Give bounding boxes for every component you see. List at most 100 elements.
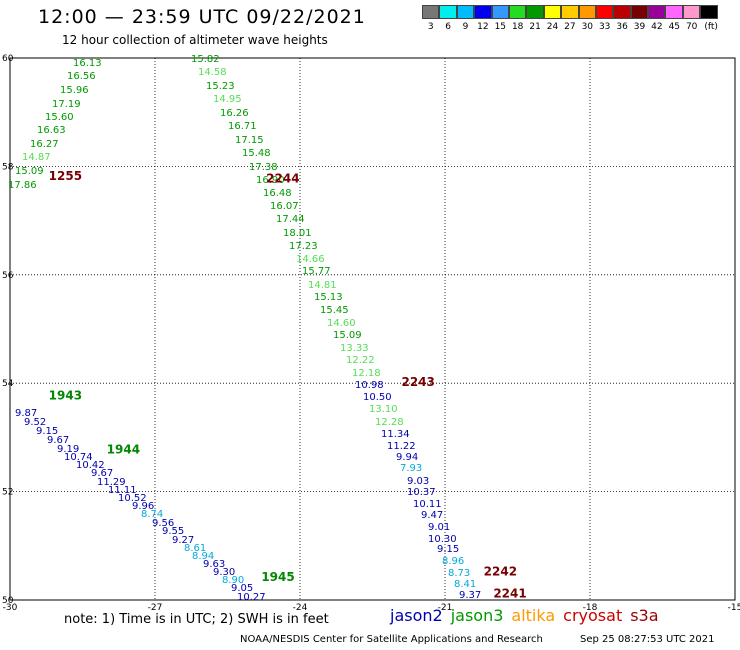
color-scale-swatch: [543, 5, 562, 19]
color-scale-swatch: [439, 5, 457, 19]
wave-height-value: 15.96: [60, 85, 89, 96]
color-scale-swatch: [508, 5, 527, 19]
wave-height-value: 14.87: [22, 152, 51, 163]
timestamp: Sep 25 08:27:53 UTC 2021: [580, 634, 715, 645]
color-scale-label: (ft): [704, 22, 718, 32]
color-scale-label: 39: [633, 22, 646, 32]
wave-height-value: 10.74: [64, 452, 93, 463]
wave-height-value: 18.01: [283, 228, 312, 239]
color-scale-label: 33: [598, 22, 611, 32]
wave-height-value: 10.30: [428, 534, 457, 545]
wave-height-value: 10.42: [76, 460, 105, 471]
color-scale-label: 42: [651, 22, 663, 32]
color-scale-swatch: [682, 5, 701, 19]
pass-time-label: 1255: [49, 169, 82, 183]
wave-height-value: 13.10: [369, 404, 398, 415]
color-scale-swatch: [665, 5, 683, 19]
wave-height-value: 11.22: [387, 441, 416, 452]
wave-height-value: 16.07: [270, 201, 299, 212]
pass-time-label: 2241: [493, 586, 526, 600]
color-scale-swatch: [491, 5, 509, 19]
wave-height-value: 17.44: [276, 214, 305, 225]
page-subtitle: 12 hour collection of altimeter wave hei…: [62, 33, 328, 47]
wave-height-value: 9.63: [203, 559, 225, 570]
color-scale-swatch: [526, 5, 544, 19]
wave-height-value: 9.52: [24, 417, 46, 428]
wave-height-value: 11.29: [97, 477, 126, 488]
color-scale-swatch: [700, 5, 718, 19]
wave-height-value: 8.74: [141, 509, 163, 520]
color-scale-label: 6: [445, 22, 451, 32]
latitude-tick-label: 56: [2, 271, 14, 281]
wave-height-value: 9.15: [36, 426, 58, 437]
wave-height-value: 9.56: [152, 518, 174, 529]
wave-height-value: 8.61: [184, 543, 206, 554]
color-scale-swatch: [630, 5, 649, 19]
pass-time-label: 1943: [49, 388, 82, 402]
pass-time-label: 2242: [484, 565, 517, 579]
longitude-tick-label: -27: [148, 603, 163, 613]
wave-height-value: 10.27: [237, 592, 266, 603]
wave-height-value: 16.48: [263, 188, 292, 199]
pass-time-label: 2244: [266, 172, 299, 186]
wave-height-value: 17.19: [52, 99, 81, 110]
color-scale-swatch: [578, 5, 596, 19]
wave-height-value: 17.15: [235, 135, 264, 146]
legend-jason2: jason2: [390, 606, 443, 625]
wave-height-value: 8.90: [222, 575, 244, 586]
wave-height-value: 15.77: [302, 266, 331, 277]
color-scale-swatch: [474, 5, 492, 19]
wave-height-value: 14.60: [327, 318, 356, 329]
latitude-tick-label: 60: [2, 54, 14, 64]
color-scale-label: 36: [616, 22, 628, 32]
wave-height-value: 9.30: [213, 567, 235, 578]
color-scale-label: 24: [546, 22, 559, 32]
wave-height-value: 14.66: [296, 254, 325, 265]
color-scale-label: 27: [564, 22, 576, 32]
wave-height-value: 9.87: [15, 408, 37, 419]
wave-height-value: 9.67: [91, 468, 113, 479]
color-scale-swatch: [456, 5, 475, 19]
color-scale-label: 30: [581, 22, 594, 32]
wave-height-value: 8.94: [192, 551, 214, 562]
wave-height-value: 15.45: [320, 305, 349, 316]
wave-height-value: 16.13: [73, 58, 102, 69]
wave-height-value: 9.37: [459, 590, 481, 601]
wave-height-value: 9.19: [57, 444, 79, 455]
wave-height-value: 8.96: [442, 556, 464, 567]
map-frame: [9, 57, 736, 601]
wave-height-value: 7.93: [400, 463, 422, 474]
color-scale-swatch: [422, 5, 440, 19]
wave-height-value: 17.38: [249, 162, 278, 173]
wave-height-value: 9.27: [172, 535, 194, 546]
latitude-tick-label: 54: [2, 379, 14, 389]
wave-height-value: 9.47: [421, 510, 443, 521]
credit-text: NOAA/NESDIS Center for Satellite Applica…: [240, 634, 543, 645]
wave-height-value: 15.60: [45, 112, 74, 123]
wave-height-value: 15.13: [314, 292, 343, 303]
wave-height-value: 16.26: [220, 108, 249, 119]
legend-jason3: jason3: [450, 606, 504, 625]
wave-height-value: 8.41: [454, 579, 476, 590]
footnote: note: 1) Time is in UTC; 2) SWH is in fe…: [64, 612, 329, 627]
wave-height-value: 16.27: [30, 139, 59, 150]
latitude-tick-label: 52: [2, 488, 13, 498]
wave-height-value: 15.23: [206, 81, 235, 92]
wave-height-value: 12.18: [352, 368, 381, 379]
wave-height-value: 9.03: [407, 476, 429, 487]
legend-s3a: s3a: [630, 606, 659, 625]
color-scale-swatch: [595, 5, 614, 19]
wave-height-value: 10.98: [355, 380, 384, 391]
page-title: 12:00 — 23:59 UTC 09/22/2021: [38, 6, 366, 28]
color-scale-label: 18: [511, 22, 524, 32]
color-scale-label: 70: [685, 22, 698, 32]
color-scale-labels: 3 6 9 12 15 18 21 24 27 30 33 36 39 42 45 70 (ft): [422, 22, 740, 34]
color-scale-label: 9: [462, 22, 469, 32]
color-scale-swatch: [561, 5, 579, 19]
wave-height-value: 9.05: [231, 583, 253, 594]
color-scale-label: 15: [494, 22, 507, 32]
legend-altika: altika: [511, 606, 556, 625]
longitude-tick-label: -24: [293, 603, 308, 613]
wave-height-value: 10.11: [413, 499, 442, 510]
